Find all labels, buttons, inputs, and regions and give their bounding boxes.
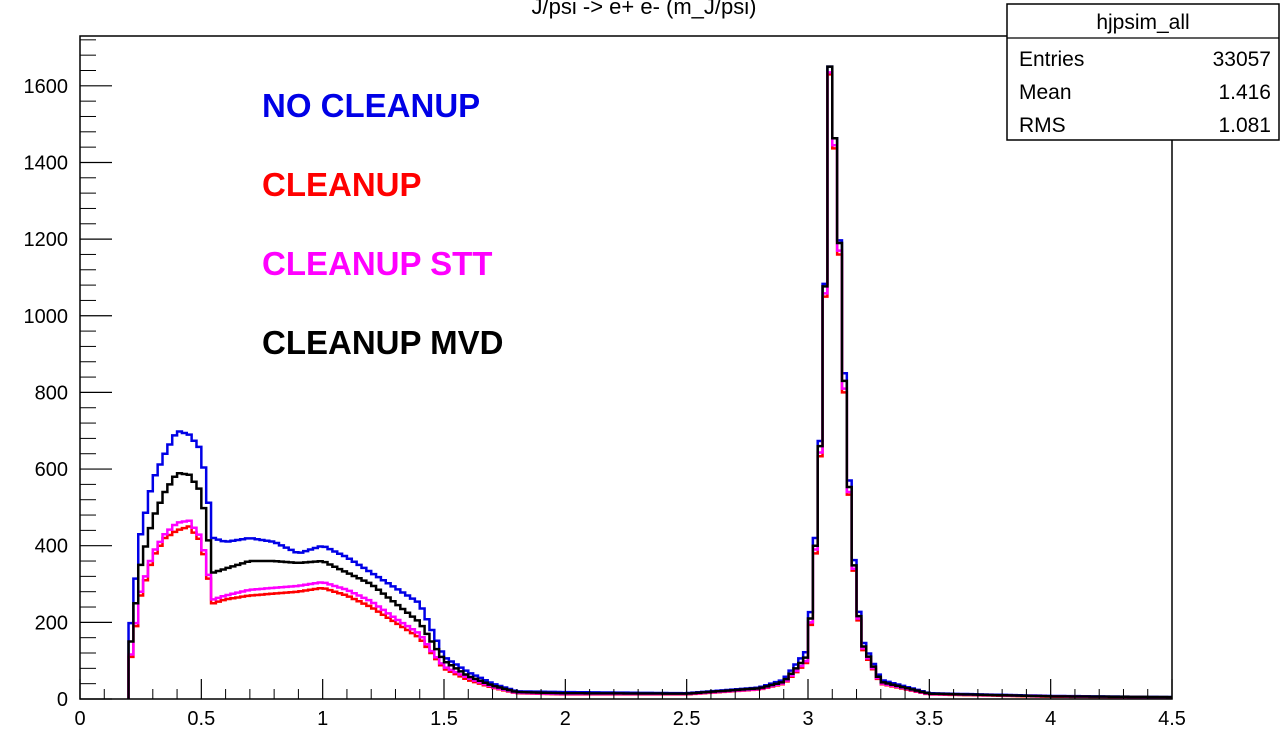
- y-tick-label: 200: [35, 612, 68, 634]
- stats-box-frame: [1006, 3, 1280, 141]
- series-line: [127, 65, 1172, 699]
- x-tick-label: 1: [317, 708, 328, 730]
- y-tick-label: 0: [57, 689, 68, 711]
- stats-row-label: RMS: [1019, 114, 1066, 137]
- x-tick-label: 3.5: [915, 708, 943, 730]
- y-tick-label: 600: [35, 459, 68, 481]
- x-tick-label: 3: [802, 708, 813, 730]
- y-tick-label: 400: [35, 536, 68, 558]
- stats-row-value: 33057: [1213, 48, 1271, 71]
- chart-title: J/psi -> e+ e- (m_J/psi): [532, 0, 757, 19]
- stats-row-value: 1.416: [1218, 81, 1271, 104]
- x-axis: 0 0.5 1 1.5 2 2.5 3 3.5 4 4.5: [74, 679, 1186, 730]
- plot-frame: [79, 35, 1173, 700]
- stats-row-label: Mean: [1019, 81, 1072, 104]
- stats-row-label: Entries: [1019, 48, 1084, 71]
- legend-entry: NO CLEANUP: [262, 87, 480, 124]
- y-tick-label: 1400: [24, 152, 69, 174]
- series-layer: [127, 65, 1172, 699]
- x-tick-label: 1.5: [430, 708, 458, 730]
- stats-box: hjpsim_all Entries 33057 Mean 1.416 RMS 1.081: [1006, 3, 1280, 141]
- stats-box-title: hjpsim_all: [1096, 11, 1189, 34]
- y-tick-label: 800: [35, 382, 68, 404]
- y-tick-label: 1200: [24, 229, 69, 251]
- x-tick-label: 4: [1045, 708, 1056, 730]
- x-tick-label: 0: [74, 708, 85, 730]
- x-tick-label: 0.5: [187, 708, 215, 730]
- y-tick-label: 1600: [24, 76, 69, 98]
- legend: NO CLEANUP CLEANUP CLEANUP STT CLEANUP MVD: [262, 87, 503, 361]
- x-tick-label: 4.5: [1158, 708, 1186, 730]
- y-axis: 0 200 400 600 800 1000 1200 1400 1600: [24, 39, 112, 711]
- stats-row-value: 1.081: [1218, 114, 1271, 137]
- x-tick-label: 2.5: [673, 708, 701, 730]
- x-tick-label: 2: [560, 708, 571, 730]
- legend-entry: CLEANUP: [262, 166, 422, 203]
- legend-entry: CLEANUP MVD: [262, 324, 503, 361]
- y-tick-label: 1000: [24, 306, 69, 328]
- legend-entry: CLEANUP STT: [262, 245, 492, 282]
